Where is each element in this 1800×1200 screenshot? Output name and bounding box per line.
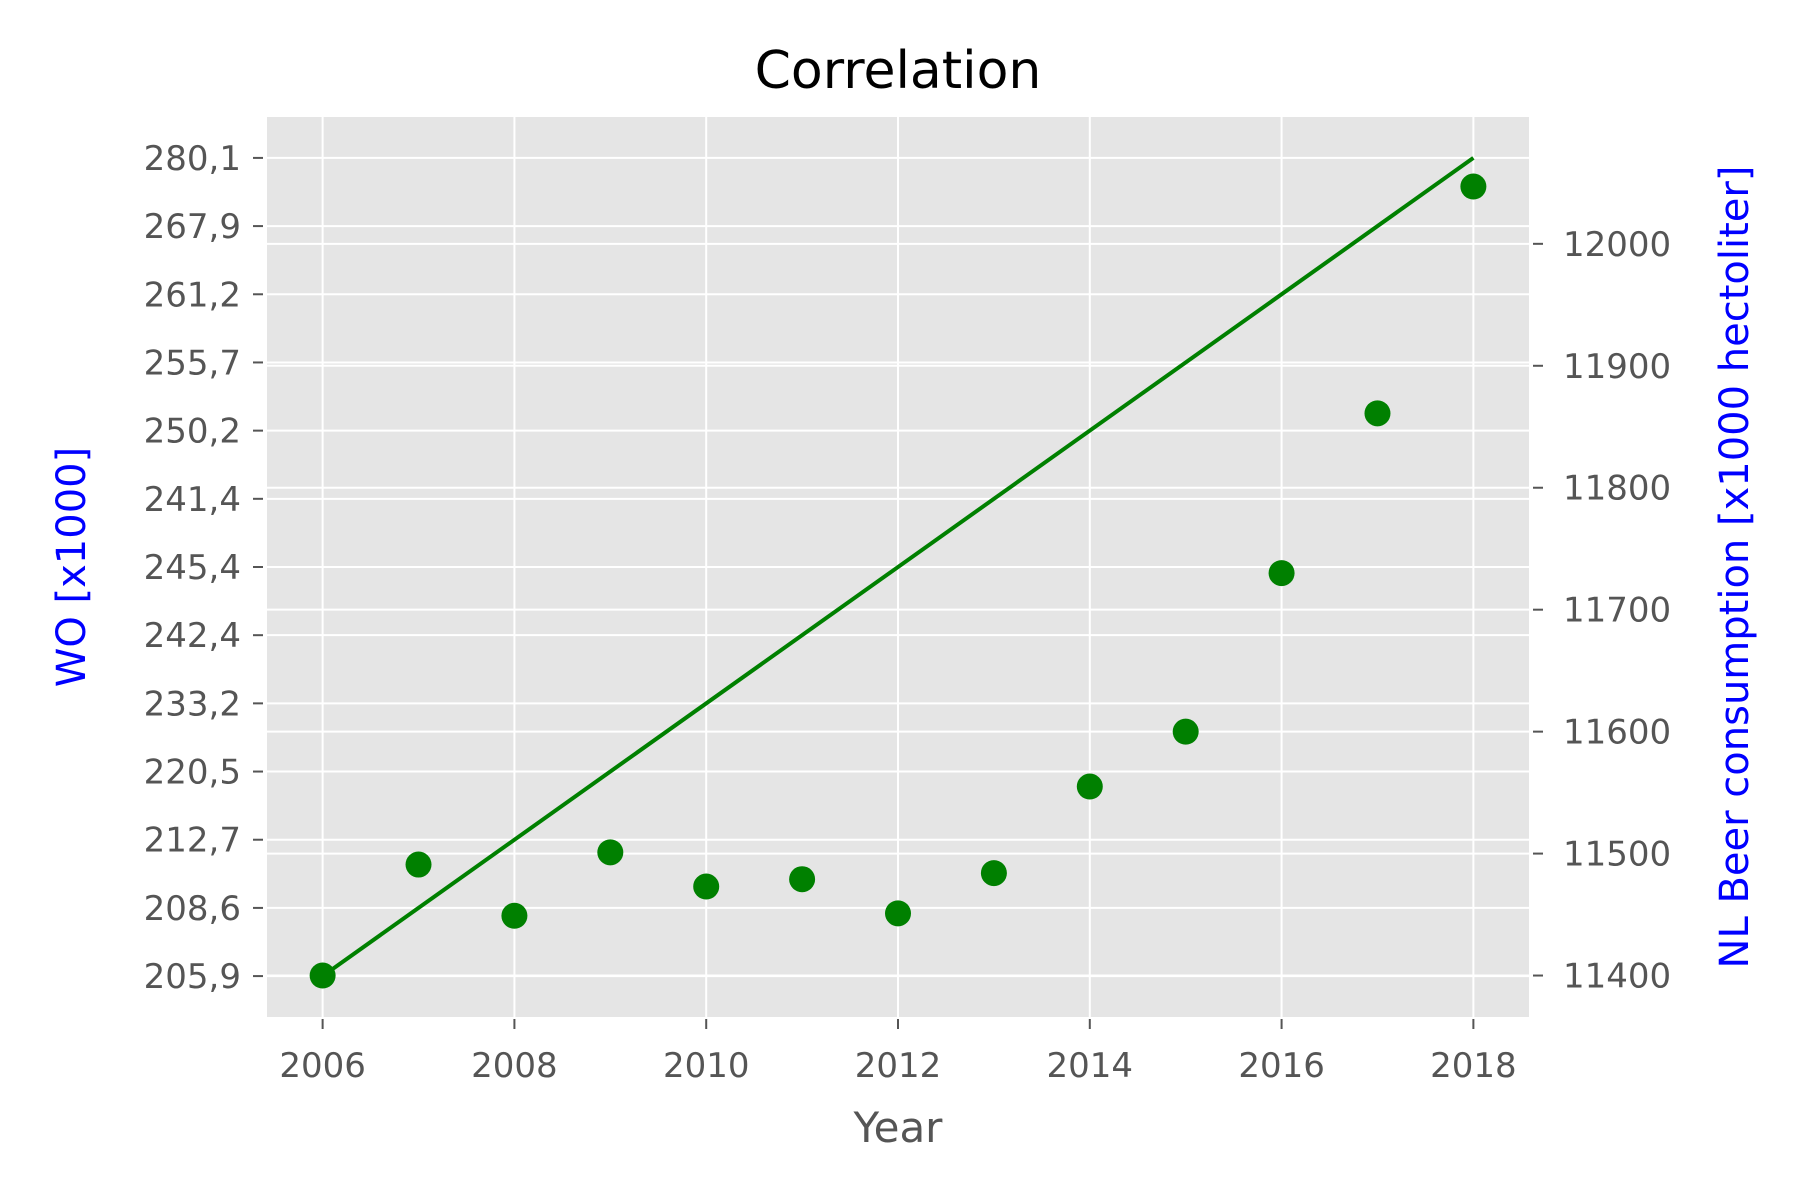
data-point xyxy=(885,900,911,927)
data-point xyxy=(597,839,624,866)
right-tick-label: 11500 xyxy=(1563,835,1671,875)
right-tick-label: 11400 xyxy=(1563,957,1671,997)
left-tick-label: 255,7 xyxy=(144,343,241,383)
x-tick-label: 2012 xyxy=(855,1046,942,1086)
x-tick-label: 2014 xyxy=(1047,1046,1134,1086)
right-tick-label: 11700 xyxy=(1563,591,1671,631)
x-tick-label: 2008 xyxy=(471,1046,558,1086)
data-point xyxy=(1268,560,1295,587)
left-tick-label: 250,2 xyxy=(144,412,241,452)
series-layer xyxy=(309,156,1487,989)
left-tick-label: 241,4 xyxy=(144,480,241,520)
right-y-axis: 11400 11500 11600 11700 11800 11900 12000 xyxy=(1533,225,1671,997)
data-point xyxy=(1076,773,1103,800)
x-tick-label: 2018 xyxy=(1430,1046,1517,1086)
data-point xyxy=(501,902,528,929)
left-tick-label: 208,6 xyxy=(144,889,241,929)
left-tick-label: 245,4 xyxy=(144,548,241,588)
x-axis: 2006 2008 2010 2012 2014 2016 2018 xyxy=(279,1019,1517,1086)
data-point xyxy=(980,860,1007,887)
left-tick-label: 242,4 xyxy=(144,616,241,656)
x-tick-label: 2006 xyxy=(279,1046,366,1086)
x-axis-label: Year xyxy=(853,1103,944,1152)
left-tick-label: 267,9 xyxy=(144,207,241,247)
data-point xyxy=(309,962,336,989)
series-line xyxy=(321,156,1475,978)
right-tick-label: 11600 xyxy=(1563,713,1671,753)
left-tick-label: 212,7 xyxy=(144,821,241,861)
left-tick-label: 233,2 xyxy=(144,684,241,724)
right-tick-label: 12000 xyxy=(1563,225,1671,265)
left-tick-label: 280,1 xyxy=(144,139,241,179)
left-tick-label: 261,2 xyxy=(144,275,241,315)
data-point xyxy=(789,866,816,893)
left-axis-label: WO [x1000] xyxy=(49,447,95,687)
chart-title: Correlation xyxy=(755,41,1042,101)
left-y-axis: 205,9 208,6 212,7 220,5 233,2 242,4 245,4 241,4… xyxy=(144,139,263,997)
left-tick-label: 220,5 xyxy=(144,753,241,793)
grid xyxy=(267,117,1529,1017)
x-tick-label: 2016 xyxy=(1238,1046,1325,1086)
right-axis-label: NL Beer consumption [x1000 hectoliter] xyxy=(1712,166,1758,969)
data-point xyxy=(693,873,720,900)
left-tick-label: 205,9 xyxy=(144,957,241,997)
right-tick-label: 11900 xyxy=(1563,347,1671,387)
data-point xyxy=(405,851,432,878)
data-point xyxy=(1460,173,1487,200)
data-point xyxy=(1364,400,1391,427)
right-tick-label: 11800 xyxy=(1563,469,1671,509)
data-point xyxy=(1172,718,1199,745)
x-tick-label: 2010 xyxy=(663,1046,750,1086)
